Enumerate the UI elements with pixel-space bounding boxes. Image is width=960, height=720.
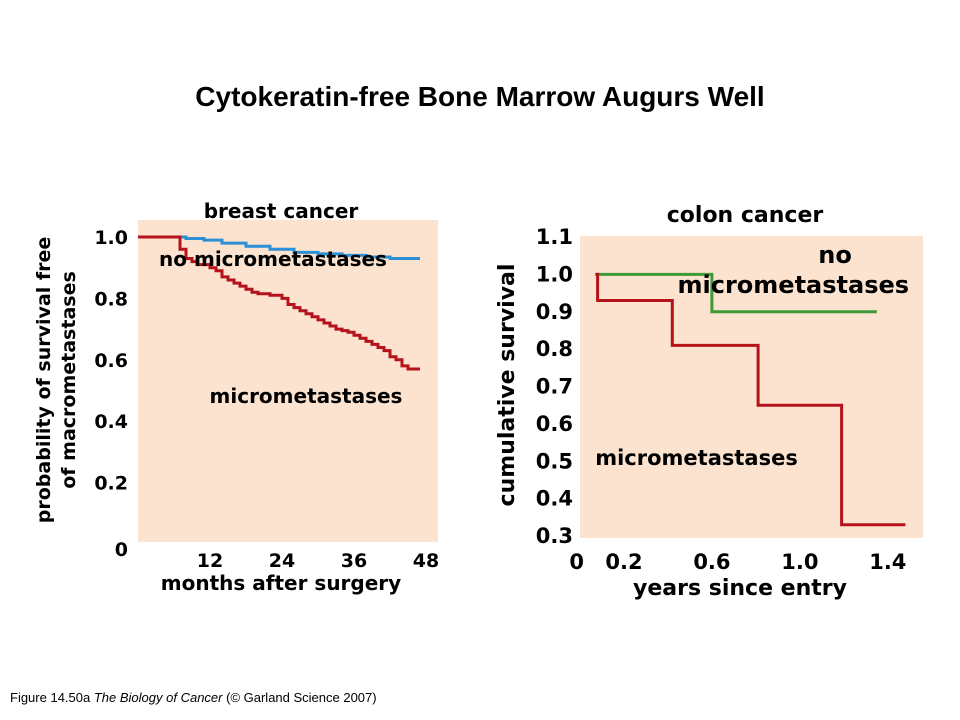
series-annotation: micrometastases — [210, 384, 403, 408]
x-tick-label: 48 — [413, 550, 439, 572]
origin-label: 0 — [569, 550, 584, 574]
series-annotation: no micrometastases — [159, 247, 387, 271]
series-annotation: micrometastases — [678, 271, 910, 299]
origin-label: 0 — [115, 539, 128, 561]
y-tick-label: 0.8 — [536, 337, 573, 361]
series-annotation: micrometastases — [595, 446, 798, 470]
x-tick-label: 36 — [341, 550, 367, 572]
x-tick-label: 0.2 — [605, 550, 642, 574]
y-axis-label: of macrometastases — [58, 271, 80, 489]
series-line-a — [595, 272, 877, 314]
series-line-b — [595, 272, 906, 527]
x-tick-label: 12 — [197, 550, 223, 572]
series-line-a — [138, 235, 420, 260]
plot-area — [580, 236, 923, 538]
colon-cancer-chart: colon cancer years since entry cumulative … — [495, 203, 923, 601]
book-title: The Biology of Cancer — [93, 690, 223, 705]
y-axis-label: probability of survival free — [33, 237, 55, 523]
figure-number: Figure 14.50a — [10, 690, 91, 705]
figure-caption: Figure 14.50a The Biology of Cancer (© G… — [10, 690, 377, 705]
y-tick-label: 0.9 — [536, 300, 573, 324]
y-tick-label: 0.4 — [94, 411, 128, 433]
chart-title: colon cancer — [667, 203, 824, 228]
y-tick-label: 1.0 — [536, 262, 573, 286]
y-axis-label: cumulative survival — [495, 264, 520, 507]
plot-area — [138, 220, 438, 542]
y-tick-label: 0.5 — [536, 449, 573, 473]
x-tick-label: 0.6 — [693, 550, 730, 574]
y-tick-label: 0.6 — [536, 412, 573, 436]
y-tick-label: 0.7 — [536, 375, 573, 399]
copyright-credit: (© Garland Science 2007) — [226, 690, 377, 705]
x-tick-label: 1.0 — [781, 550, 818, 574]
x-tick-label: 1.4 — [869, 550, 906, 574]
series-line-b — [138, 235, 420, 371]
x-axis-label: years since entry — [633, 576, 847, 601]
series-annotation: no — [818, 241, 852, 269]
slide-title: Cytokeratin-free Bone Marrow Augurs Well — [195, 81, 765, 112]
y-tick-label: 0.6 — [94, 350, 128, 372]
breast-cancer-chart: breast cancer months after surgery probabi… — [33, 199, 439, 595]
y-tick-label: 0.2 — [94, 473, 128, 495]
y-tick-label: 1.0 — [94, 227, 128, 249]
chart-title: breast cancer — [204, 199, 359, 223]
x-axis-label: months after surgery — [161, 571, 401, 595]
y-tick-label: 0.8 — [94, 288, 128, 310]
x-tick-label: 24 — [269, 550, 295, 572]
y-tick-label: 0.3 — [536, 524, 573, 548]
y-tick-label: 1.1 — [536, 225, 573, 249]
y-tick-label: 0.4 — [536, 487, 573, 511]
